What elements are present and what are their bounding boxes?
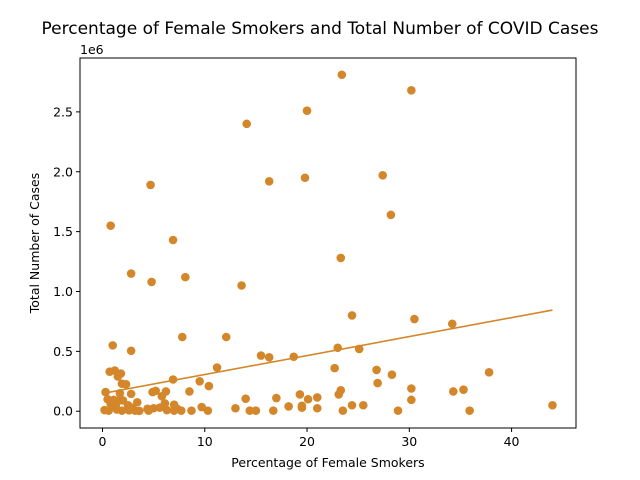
data-point	[348, 401, 357, 410]
data-point	[265, 177, 274, 186]
data-point	[289, 352, 298, 361]
data-point	[269, 406, 278, 415]
data-point	[336, 254, 345, 263]
data-point	[257, 351, 266, 360]
x-tick-label: 0	[99, 434, 107, 449]
data-point	[146, 181, 155, 190]
data-point	[237, 281, 246, 290]
x-axis-ticks: 0 10 20 30 40	[99, 428, 520, 449]
data-point	[387, 211, 396, 220]
data-point	[241, 394, 250, 403]
x-tick-label: 20	[299, 434, 315, 449]
x-tick-label: 10	[197, 434, 213, 449]
data-point	[372, 366, 381, 375]
data-point	[355, 345, 364, 354]
data-point	[298, 403, 307, 412]
data-point	[334, 390, 343, 399]
data-point	[313, 393, 322, 402]
data-point	[407, 396, 416, 405]
data-points	[100, 70, 557, 415]
data-point	[333, 343, 342, 352]
y-tick-label: 1.0	[53, 284, 73, 299]
data-point	[338, 70, 347, 79]
y-tick-label: 1.5	[53, 224, 73, 239]
x-tick-label: 40	[504, 434, 520, 449]
data-point	[127, 269, 136, 278]
data-point	[485, 368, 494, 377]
data-point	[148, 388, 157, 397]
data-point	[407, 86, 416, 95]
data-point	[313, 404, 322, 413]
data-point	[301, 173, 310, 182]
data-point	[181, 273, 190, 282]
data-point	[296, 390, 305, 399]
y-tick-label: 2.0	[53, 164, 73, 179]
data-point	[410, 315, 419, 324]
data-point	[178, 333, 187, 342]
y-tick-label: 0.5	[53, 344, 73, 359]
data-point	[205, 382, 214, 391]
data-point	[135, 407, 144, 416]
x-axis-label: Percentage of Female Smokers	[231, 455, 424, 470]
y-tick-label: 0.0	[53, 404, 73, 419]
data-point	[213, 363, 222, 372]
data-point	[187, 406, 196, 415]
y-axis-offset-label: 1e6	[80, 42, 104, 57]
y-axis-label: Total Number of Cases	[27, 173, 42, 314]
data-point	[284, 402, 293, 411]
data-point	[127, 390, 136, 399]
data-point	[185, 387, 194, 396]
data-point	[107, 402, 116, 411]
data-point	[169, 375, 178, 384]
data-point	[114, 372, 123, 381]
data-point	[195, 377, 204, 386]
data-point	[449, 387, 458, 396]
data-point	[378, 171, 387, 180]
y-tick-label: 2.5	[53, 104, 73, 119]
plot-frame	[80, 58, 576, 428]
data-point	[304, 395, 313, 404]
data-point	[303, 106, 312, 115]
data-point	[330, 364, 339, 373]
x-tick-label: 30	[401, 434, 417, 449]
data-point	[127, 346, 136, 355]
data-point	[144, 406, 153, 415]
data-point	[373, 379, 382, 388]
data-point	[388, 370, 397, 379]
data-point	[222, 333, 231, 342]
data-point	[242, 120, 251, 129]
data-point	[348, 311, 357, 320]
data-point	[106, 221, 115, 230]
chart-title: Percentage of Female Smokers and Total N…	[42, 19, 599, 39]
data-point	[155, 403, 164, 412]
data-point	[252, 406, 261, 415]
data-point	[407, 384, 416, 393]
data-point	[204, 406, 213, 415]
data-point	[448, 320, 457, 329]
data-point	[147, 278, 156, 287]
data-point	[108, 341, 117, 350]
data-point	[169, 236, 178, 245]
data-point	[394, 406, 403, 415]
data-point	[459, 385, 468, 394]
data-point	[231, 404, 240, 413]
data-point	[272, 394, 281, 403]
data-point	[122, 380, 131, 389]
data-point	[548, 401, 557, 410]
y-axis-ticks: 0.0 0.5 1.0 1.5 2.0 2.5	[53, 104, 80, 418]
data-point	[359, 401, 368, 410]
data-point	[265, 353, 274, 362]
data-point	[177, 406, 186, 415]
data-point	[465, 406, 474, 415]
data-point	[339, 406, 348, 415]
